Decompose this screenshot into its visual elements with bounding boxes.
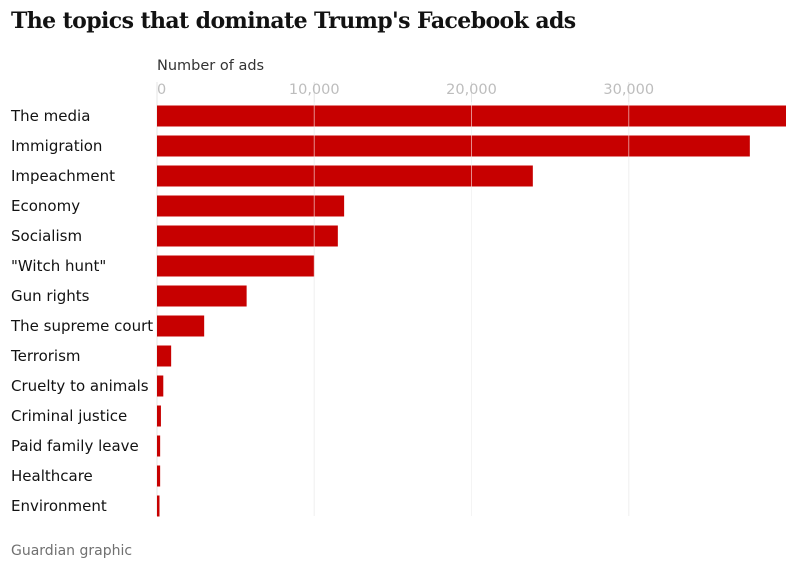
category-label: Economy <box>11 197 80 215</box>
category-label: Healthcare <box>11 467 93 485</box>
bar <box>157 465 161 487</box>
chart-title: The topics that dominate Trump's Faceboo… <box>11 8 576 34</box>
bar <box>157 225 338 247</box>
category-label: Socialism <box>11 227 82 245</box>
x-tick-label: 10,000 <box>289 82 340 98</box>
category-label: Immigration <box>11 137 102 155</box>
bar <box>157 315 205 337</box>
bar <box>157 285 247 307</box>
category-labels: The media Immigration Impeachment Economy So… <box>10 107 153 515</box>
bar <box>157 255 315 277</box>
x-tick-label: 20,000 <box>446 82 497 98</box>
bar <box>157 135 750 157</box>
category-label: The supreme court <box>10 317 153 335</box>
category-label: The media <box>10 107 90 125</box>
bar <box>157 165 533 187</box>
x-tick-label: 0 <box>157 82 166 98</box>
category-label: Impeachment <box>11 167 115 185</box>
category-label: Paid family leave <box>11 437 139 455</box>
bar <box>157 345 172 367</box>
bar <box>157 405 161 427</box>
bar <box>157 375 164 397</box>
x-tick-label: 30,000 <box>603 82 654 98</box>
bar <box>157 435 161 457</box>
source-note: Guardian graphic <box>11 543 133 559</box>
x-axis-ticks: 0 10,000 20,000 30,000 <box>157 82 654 98</box>
x-axis-label: Number of ads <box>157 58 264 74</box>
category-label: Criminal justice <box>11 407 127 425</box>
category-label: Environment <box>11 497 107 515</box>
category-label: Gun rights <box>11 287 90 305</box>
bar <box>157 495 160 517</box>
category-label: Cruelty to animals <box>11 377 149 395</box>
gridline-overlay <box>313 102 630 516</box>
bar <box>157 195 345 217</box>
category-label: "Witch hunt" <box>11 257 106 275</box>
category-label: Terrorism <box>10 347 81 365</box>
